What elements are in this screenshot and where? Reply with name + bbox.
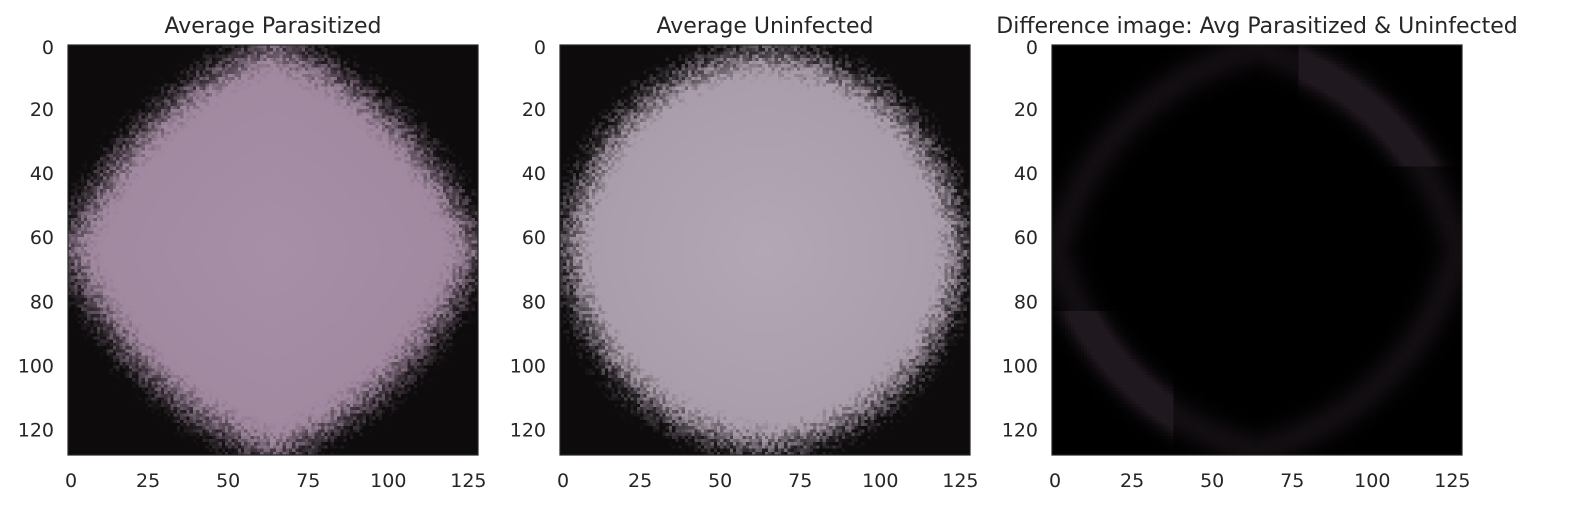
x-tick-label: 75 [788, 470, 812, 492]
y-tick-label: 80 [30, 291, 54, 313]
y-tick-label: 60 [30, 227, 54, 249]
y-tick-label: 0 [534, 37, 546, 59]
image-1 [68, 45, 478, 455]
image-3 [1052, 45, 1462, 455]
x-tick-label: 50 [1200, 470, 1224, 492]
x-tick-label: 100 [1354, 470, 1390, 492]
y-tick-label: 60 [522, 227, 546, 249]
x-tick-label: 100 [862, 470, 898, 492]
subplot-3: Difference image: Avg Parasitized & Unin… [996, 14, 1517, 492]
axes-frame [1051, 44, 1463, 456]
y-tick-label: 120 [1002, 419, 1038, 441]
x-tick-label: 25 [136, 470, 160, 492]
axes-frame [559, 44, 971, 456]
y-tick-label: 100 [1002, 355, 1038, 377]
x-tick-label: 75 [296, 470, 320, 492]
y-tick-label: 20 [30, 99, 54, 121]
x-tick-label: 50 [708, 470, 732, 492]
y-tick-label: 40 [1014, 163, 1038, 185]
x-tick-label: 125 [942, 470, 978, 492]
subplot-2: Average Uninfected 0 25 50 75 100 125 0 20 40 60 80… [510, 14, 979, 492]
y-tick-label: 80 [522, 291, 546, 313]
y-tick-label: 120 [18, 419, 54, 441]
x-tick-label: 25 [628, 470, 652, 492]
x-tick-label: 25 [1120, 470, 1144, 492]
y-tick-label: 20 [1014, 99, 1038, 121]
x-tick-label: 100 [370, 470, 406, 492]
y-tick-label: 40 [30, 163, 54, 185]
y-tick-label: 0 [42, 37, 54, 59]
y-tick-label: 20 [522, 99, 546, 121]
y-tick-label: 0 [1026, 37, 1038, 59]
y-tick-label: 100 [18, 355, 54, 377]
x-tick-label: 125 [1434, 470, 1470, 492]
y-tick-label: 40 [522, 163, 546, 185]
x-tick-label: 0 [557, 470, 569, 492]
x-tick-label: 125 [450, 470, 486, 492]
subplot-title: Average Parasitized [165, 14, 382, 39]
x-tick-label: 0 [65, 470, 77, 492]
y-tick-label: 60 [1014, 227, 1038, 249]
y-tick-label: 120 [510, 419, 546, 441]
axes-frame [67, 44, 479, 456]
image-2 [560, 45, 970, 455]
y-tick-label: 100 [510, 355, 546, 377]
subplot-title: Average Uninfected [657, 14, 874, 39]
x-tick-label: 75 [1280, 470, 1304, 492]
subplot-1: Average Parasitized 0 25 50 75 100 125 0 20 40 60 8… [18, 14, 487, 492]
y-tick-label: 80 [1014, 291, 1038, 313]
subplot-title: Difference image: Avg Parasitized & Unin… [996, 14, 1517, 39]
x-tick-label: 0 [1049, 470, 1061, 492]
x-tick-label: 50 [216, 470, 240, 492]
